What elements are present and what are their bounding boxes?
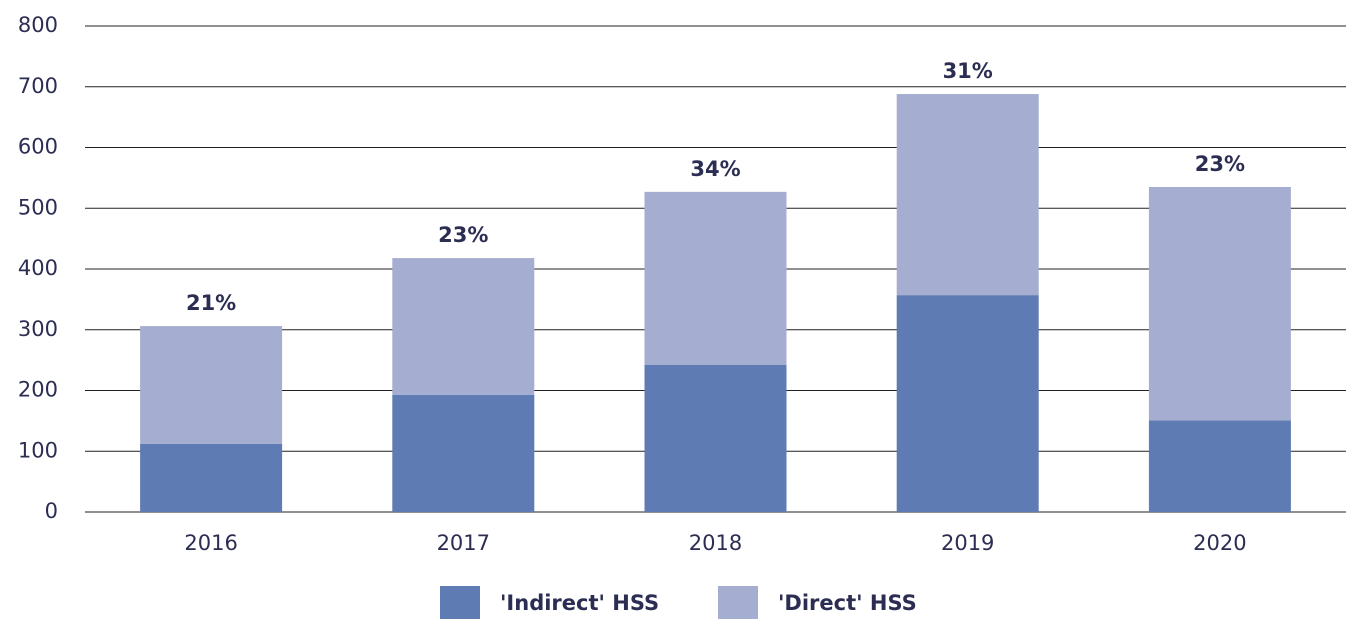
bar-segment — [896, 94, 1039, 296]
bar-segment — [644, 191, 787, 365]
x-tick-label: 2016 — [184, 531, 237, 555]
y-tick-label: 500 — [18, 195, 58, 219]
bar-segment — [140, 443, 283, 512]
legend-label: 'Direct' HSS — [778, 591, 917, 615]
bar-segment — [1148, 420, 1291, 512]
bar-segment — [392, 258, 535, 395]
y-tick-label: 800 — [18, 13, 58, 37]
bar-annotation: 21% — [186, 291, 236, 315]
bar-segment — [392, 394, 535, 512]
y-tick-label: 600 — [18, 135, 58, 159]
x-tick-label: 2018 — [689, 531, 742, 555]
bar-annotation: 23% — [438, 223, 488, 247]
y-tick-label: 300 — [18, 317, 58, 341]
y-tick-label: 400 — [18, 256, 58, 280]
legend-swatch — [718, 586, 758, 619]
y-tick-label: 200 — [18, 378, 58, 402]
bar-segment — [644, 364, 787, 512]
x-tick-label: 2020 — [1193, 531, 1246, 555]
bar-segment — [896, 295, 1039, 512]
legend-label: 'Indirect' HSS — [500, 591, 659, 615]
bar-annotation: 23% — [1195, 152, 1245, 176]
bar-annotation: 34% — [690, 157, 740, 181]
bar-annotation: 31% — [943, 59, 993, 83]
bar-segment — [1148, 186, 1291, 421]
y-tick-label: 700 — [18, 74, 58, 98]
y-tick-label: 100 — [18, 438, 58, 462]
x-tick-label: 2019 — [941, 531, 994, 555]
y-tick-label: 0 — [45, 499, 58, 523]
bar-segment — [140, 326, 283, 444]
x-tick-label: 2017 — [437, 531, 490, 555]
legend-swatch — [440, 586, 480, 619]
